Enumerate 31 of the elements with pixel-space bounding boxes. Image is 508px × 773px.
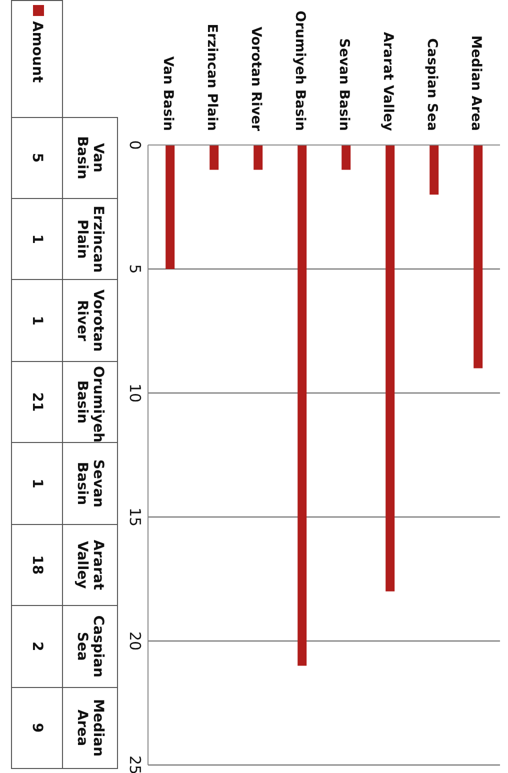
x-tick-label: Vorotan River — [248, 26, 264, 132]
category-label: Erzincan Plain — [74, 206, 106, 273]
category-label: Ararat Valley — [74, 540, 106, 590]
text: 1 — [12, 198, 62, 280]
x-tick-label: Sevan Basin — [336, 38, 352, 131]
category-label: Median Area — [74, 698, 106, 757]
category-label: Caspian Sea — [74, 615, 106, 678]
y-tick-label: 10 — [126, 383, 144, 403]
category-label: Orumiyeh Basin — [74, 366, 106, 443]
text: 9 — [12, 687, 62, 768]
x-tick-label: Erzincan Plain — [204, 24, 220, 131]
x-tick-label: Median Area — [468, 35, 484, 131]
text: 5 — [12, 117, 62, 198]
text: 2 — [12, 606, 62, 688]
x-tick-label: Van Basin — [160, 56, 176, 131]
category-label: Sevan Basin — [74, 459, 106, 508]
y-tick-label: 20 — [126, 631, 144, 651]
y-tick-label: 15 — [126, 507, 144, 527]
x-tick-label: Orumiyeh Basin — [292, 10, 308, 131]
y-tick-label: 25 — [126, 755, 144, 773]
text: 18 — [12, 524, 62, 606]
y-tick-label: 5 — [126, 264, 144, 274]
text: 1 — [12, 442, 62, 524]
legend-label: Amount — [29, 20, 45, 83]
x-tick-label: Ararat Valley — [380, 32, 396, 132]
text: 1 — [12, 280, 62, 362]
x-tick-label: Caspian Sea — [424, 38, 440, 131]
y-tick-label: 0 — [126, 140, 144, 150]
category-label: Van Basin — [74, 136, 106, 180]
text: 21 — [12, 361, 62, 443]
category-label: Vorotan River — [74, 289, 106, 352]
